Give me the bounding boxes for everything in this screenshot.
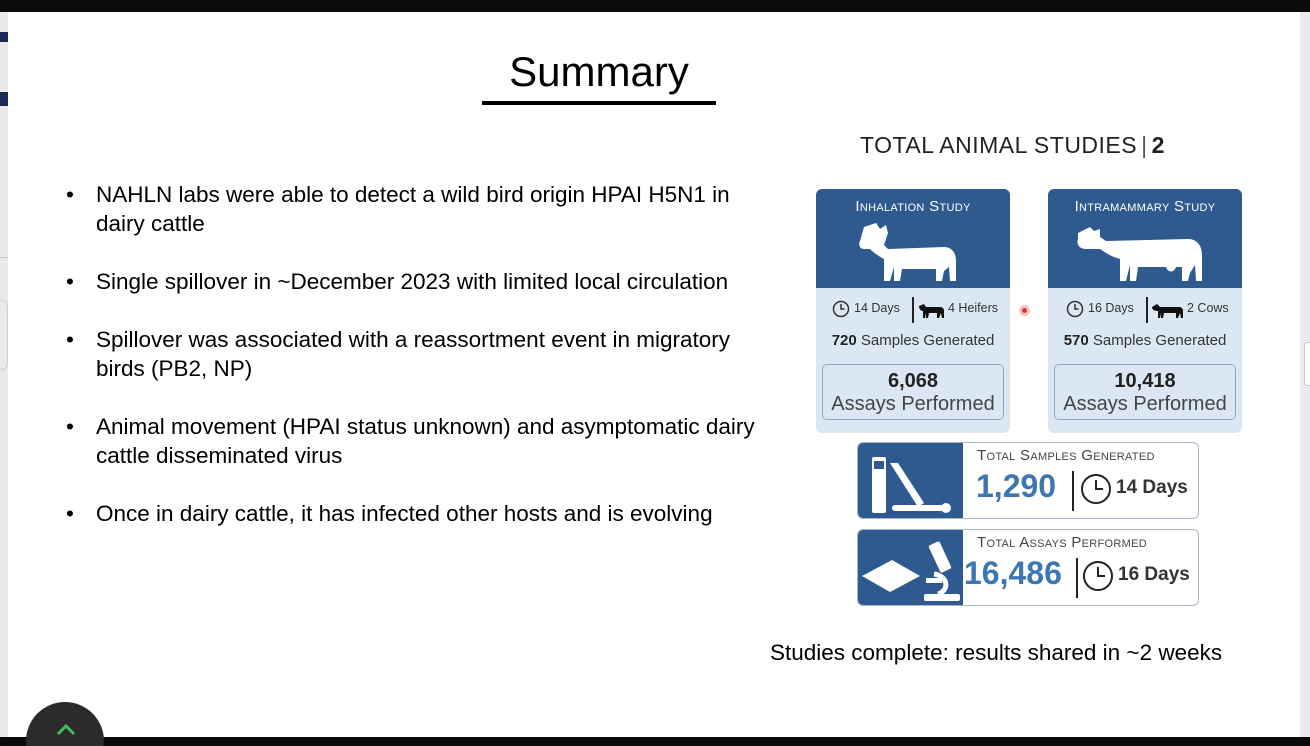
side-panel-handle[interactable]: [1304, 342, 1310, 386]
total-assays-value: 16,486: [964, 555, 1062, 591]
bullet-item: • Animal movement (HPAI status unknown) a…: [66, 414, 755, 468]
study-assays-box: 6,068 Assays Performed: [822, 364, 1004, 420]
bullet-dot: •: [66, 269, 74, 294]
cow-icon: [1077, 227, 1202, 281]
title-underline: [482, 101, 716, 105]
bullet-dot: •: [66, 414, 74, 439]
total-samples-box: Total Samples Generated 1,290 14 Days: [857, 442, 1199, 519]
clock-icon: [1081, 474, 1111, 504]
study-samples: 570 Samples Generated: [1063, 332, 1227, 349]
presentation-slide: Summary • NAHLN labs were able to detect …: [8, 12, 1300, 737]
assays-count: 6,068: [887, 370, 939, 392]
clock-icon: [1066, 300, 1084, 318]
right-panel-edge: [1300, 12, 1310, 737]
bullet-item: • Single spillover in ~December 2023 with…: [66, 269, 729, 294]
slide-title: Summary: [509, 48, 689, 95]
bullet-item: • Once in dairy cattle, it has infected o…: [66, 501, 713, 526]
assays-label: Assays Performed: [831, 393, 995, 415]
study-title: Inhalation Study: [855, 198, 971, 215]
inhalation-study-card: Inhalation Study 14 Days 4 Heifers 720 S…: [816, 189, 1010, 433]
bullet-item: • Spillover was associated with a reassor…: [66, 327, 731, 381]
total-samples-label: Total Samples Generated: [977, 447, 1155, 464]
study-assays-box: 10,418 Assays Performed: [1054, 364, 1236, 420]
assays-count: 10,418: [1114, 370, 1176, 392]
microscope-icon: [862, 541, 960, 601]
summary-bullet-list: • NAHLN labs were able to detect a wild b…: [64, 180, 764, 557]
study-animals: 2 Cows: [1187, 301, 1229, 315]
window-bottom-border: [0, 737, 1310, 746]
bullet-dot: •: [66, 182, 74, 207]
total-assays-label: Total Assays Performed: [977, 534, 1148, 551]
clock-icon: [1083, 561, 1113, 591]
total-assays-days: 16 Days: [1118, 564, 1190, 585]
left-panel-edge: [0, 12, 8, 737]
chevron-up-icon: [56, 723, 76, 736]
cow-icon: [1152, 304, 1183, 318]
window-top-border: [0, 0, 1310, 12]
assays-label: Assays Performed: [1063, 393, 1227, 415]
intramammary-study-card: Intramammary Study 16 Days 2 Cows 570 Sa…: [1048, 189, 1242, 433]
studies-footer-note: Studies complete: results shared in ~2 w…: [770, 640, 1223, 665]
study-samples: 720 Samples Generated: [831, 332, 995, 349]
bullet-dot: •: [66, 501, 74, 526]
study-duration: 16 Days: [1088, 301, 1134, 315]
bullet-item: • NAHLN labs were able to detect a wild b…: [66, 182, 730, 236]
calf-icon: [859, 223, 956, 281]
total-samples-value: 1,290: [976, 468, 1057, 504]
cow-icon: [919, 304, 944, 318]
study-animals: 4 Heifers: [948, 301, 999, 315]
bullet-dot: •: [66, 327, 74, 352]
clock-icon: [832, 300, 850, 318]
study-title: Intramammary Study: [1074, 198, 1216, 215]
total-assays-box: Total Assays Performed 16,486 16 Days: [857, 529, 1199, 606]
laser-pointer-dot: [1019, 305, 1030, 316]
test-tubes-icon: [872, 457, 951, 513]
study-duration: 14 Days: [854, 301, 900, 315]
total-samples-days: 14 Days: [1116, 477, 1188, 498]
total-animal-studies-header: TOTAL ANIMAL STUDIES | 2: [860, 132, 1165, 158]
